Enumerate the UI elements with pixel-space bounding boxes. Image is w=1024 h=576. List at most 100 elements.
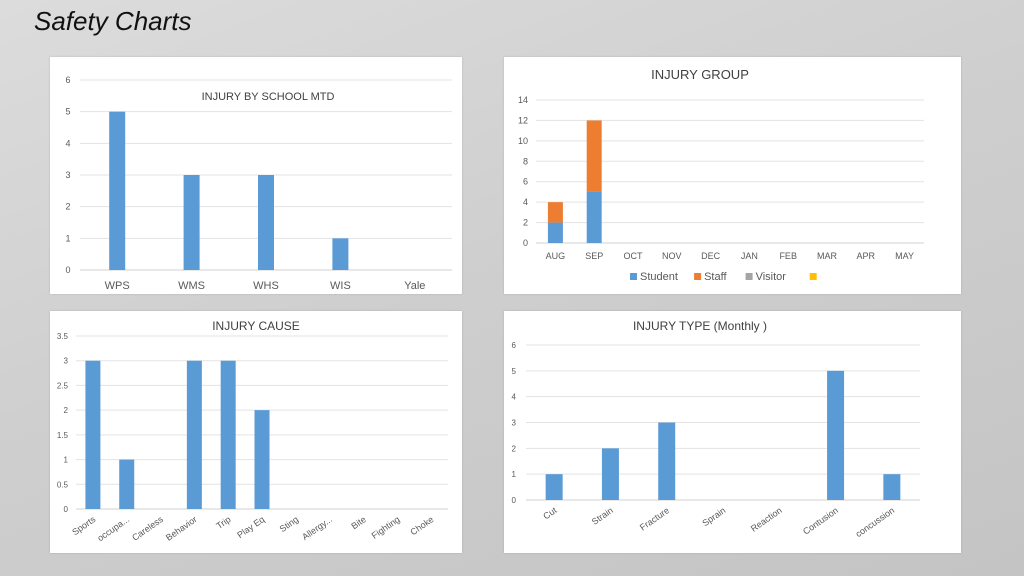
chart-title: INJURY GROUP bbox=[651, 67, 749, 82]
bar-trip bbox=[220, 360, 236, 509]
chart-injury-cause-svg: INJURY CAUSE 0 0.5 1 1.5 2 2.5 3 3.5 Sportsoccup… bbox=[57, 319, 448, 543]
y-tick-label: 8 bbox=[523, 156, 528, 166]
bar-wis bbox=[332, 238, 349, 270]
y-tick-label: 4 bbox=[523, 197, 528, 207]
y-tick-label: 6 bbox=[523, 177, 528, 187]
bar-playeq bbox=[254, 410, 270, 509]
chart-injury-cause: INJURY CAUSE 0 0.5 1 1.5 2 2.5 3 3.5 Sports occup… bbox=[50, 311, 462, 553]
x-tick-label: OCT bbox=[624, 251, 644, 261]
x-tick-label: WIS bbox=[330, 280, 351, 292]
bar-occupa bbox=[119, 459, 135, 509]
x-tick-label: SEP bbox=[585, 251, 603, 261]
x-tick-label: AUG bbox=[546, 251, 566, 261]
y-tick-label: 6 bbox=[512, 341, 517, 350]
y-tick-label: 3.5 bbox=[57, 332, 69, 341]
x-tick-label: Sting bbox=[278, 514, 301, 534]
bar-whs bbox=[258, 175, 274, 270]
y-tick-label: 2.5 bbox=[57, 381, 69, 390]
bar-fracture bbox=[658, 422, 676, 500]
x-tick-label: concussion bbox=[854, 505, 897, 539]
x-tick-label: JAN bbox=[741, 251, 758, 261]
y-tick-label: 3 bbox=[512, 419, 517, 428]
chart-injury-group: INJURY GROUP 0 2 4 6 8 10 12 14 AUG SEP OCT NOV DEC J… bbox=[504, 57, 961, 294]
y-tick-label: 6 bbox=[65, 75, 70, 85]
bar-behavior bbox=[186, 360, 202, 509]
bar-sports bbox=[85, 360, 101, 509]
chart-injury-type: INJURY TYPE (Monthly ) 0 1 2 3 4 5 6 Cut Strain F… bbox=[504, 311, 961, 553]
y-tick-label: 0.5 bbox=[57, 480, 69, 489]
y-tick-label: 3 bbox=[64, 357, 69, 366]
bar-strain bbox=[601, 448, 619, 500]
legend-swatch bbox=[745, 273, 753, 280]
page-title: Safety Charts bbox=[34, 6, 192, 36]
x-tick-label: Bite bbox=[349, 514, 367, 531]
x-tick-label: Cut bbox=[541, 505, 559, 522]
x-tick-label: Fracture bbox=[638, 505, 671, 532]
chart-title: INJURY TYPE (Monthly ) bbox=[633, 319, 767, 333]
bar-wps bbox=[109, 111, 126, 270]
y-tick-label: 1 bbox=[64, 456, 69, 465]
legend-label: Visitor bbox=[756, 271, 787, 283]
x-tick-label: Reaction bbox=[749, 505, 784, 534]
x-tick-label: WMS bbox=[178, 280, 205, 292]
legend-swatch bbox=[694, 273, 702, 280]
y-tick-label: 5 bbox=[65, 107, 70, 117]
y-tick-label: 1.5 bbox=[57, 431, 69, 440]
x-tick-label: Yale bbox=[404, 280, 425, 292]
legend-swatch bbox=[809, 273, 817, 280]
bar-contusion bbox=[827, 370, 845, 500]
x-tick-label: Contusion bbox=[801, 505, 840, 536]
x-tick-label: Allergy... bbox=[300, 514, 334, 542]
x-tick-label: Play Eq bbox=[235, 514, 266, 540]
y-tick-label: 1 bbox=[65, 233, 70, 243]
bar-staff-aug bbox=[547, 202, 563, 223]
x-tick-label: WHS bbox=[253, 280, 279, 292]
x-tick-label: WPS bbox=[105, 280, 130, 292]
x-tick-label: Careless bbox=[130, 514, 165, 543]
y-tick-label: 0 bbox=[512, 496, 517, 505]
y-tick-label: 10 bbox=[518, 136, 528, 146]
x-tick-label: Sports bbox=[70, 514, 97, 537]
y-tick-label: 2 bbox=[65, 202, 70, 212]
y-tick-label: 0 bbox=[65, 265, 70, 275]
x-tick-label: MAY bbox=[895, 251, 914, 261]
bar-student-sep bbox=[586, 191, 602, 243]
x-tick-label: Strain bbox=[590, 505, 615, 527]
y-tick-label: 4 bbox=[512, 393, 517, 402]
x-tick-label: FEB bbox=[779, 251, 797, 261]
chart-title: INJURY CAUSE bbox=[212, 319, 300, 333]
x-tick-label: Behavior bbox=[164, 514, 199, 543]
chart-injury-by-school: INJURY BY SCHOOL MTD 0 1 2 3 4 5 6 WPS WMS WHS WIS… bbox=[50, 57, 462, 294]
y-tick-label: 3 bbox=[65, 170, 70, 180]
x-tick-label: NOV bbox=[662, 251, 682, 261]
y-tick-label: 2 bbox=[64, 406, 69, 415]
x-tick-label: Choke bbox=[408, 514, 435, 537]
x-tick-label: DEC bbox=[701, 251, 721, 261]
x-tick-label: MAR bbox=[817, 251, 838, 261]
bar-staff-sep bbox=[586, 120, 602, 192]
y-tick-label: 0 bbox=[64, 505, 69, 514]
y-tick-label: 1 bbox=[512, 470, 517, 479]
y-tick-label: 12 bbox=[518, 115, 528, 125]
chart-injury-by-school-svg: INJURY BY SCHOOL MTD 0 1 2 3 4 5 6 WPS WMS WHS WIS… bbox=[65, 75, 452, 292]
bar-cut bbox=[545, 474, 563, 500]
y-tick-label: 4 bbox=[65, 138, 70, 148]
x-tick-label: occupa... bbox=[95, 514, 131, 543]
x-tick-label: APR bbox=[857, 251, 876, 261]
x-tick-label: Fighting bbox=[370, 514, 402, 541]
bar-student-aug bbox=[547, 222, 563, 243]
y-tick-label: 2 bbox=[523, 218, 528, 228]
x-tick-label: Sprain bbox=[700, 505, 727, 528]
bar-concussion bbox=[883, 474, 901, 500]
legend-label: Student bbox=[640, 271, 678, 283]
y-tick-label: 2 bbox=[512, 444, 517, 453]
chart-injury-group-svg: INJURY GROUP 0 2 4 6 8 10 12 14 AUG SEP OCT NOV DEC J… bbox=[518, 67, 924, 283]
y-tick-label: 0 bbox=[523, 238, 528, 248]
bar-wms bbox=[183, 175, 200, 270]
y-tick-label: 5 bbox=[512, 367, 517, 376]
legend-swatch bbox=[630, 273, 637, 280]
chart-injury-type-svg: INJURY TYPE (Monthly ) 0 1 2 3 4 5 6 Cut Strain F… bbox=[512, 319, 920, 539]
chart-title: INJURY BY SCHOOL MTD bbox=[202, 91, 335, 103]
x-tick-label: Trip bbox=[214, 514, 232, 531]
legend-label: Staff bbox=[704, 271, 727, 283]
